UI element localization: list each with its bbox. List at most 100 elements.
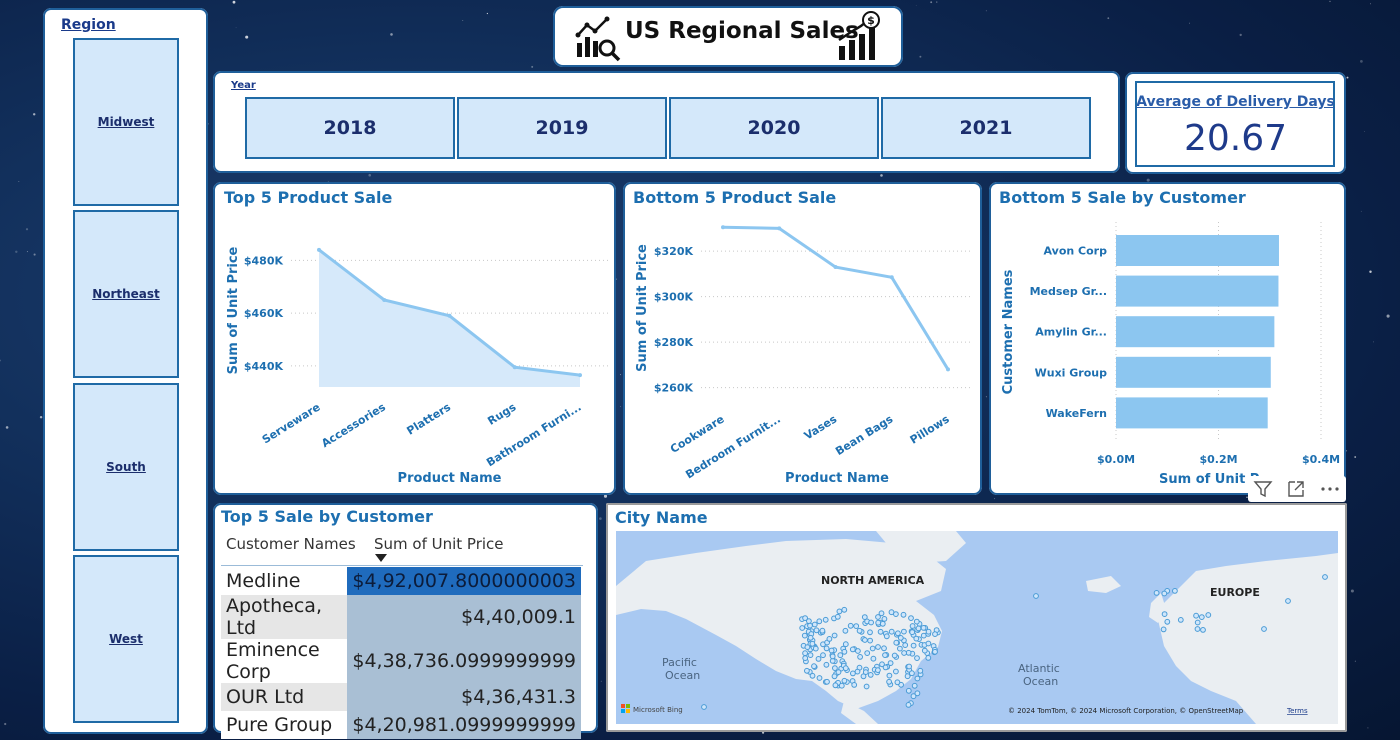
top5-customer-table[interactable]: Top 5 Sale by Customer Customer Names Su… <box>213 503 598 739</box>
city-point[interactable] <box>925 640 932 647</box>
city-point[interactable] <box>893 668 899 675</box>
year-item-2021[interactable]: 2021 <box>881 97 1091 159</box>
data-point[interactable] <box>447 313 452 318</box>
city-point[interactable] <box>834 613 841 620</box>
city-point[interactable] <box>804 667 810 674</box>
city-point[interactable] <box>849 646 856 653</box>
bar[interactable] <box>1116 356 1271 388</box>
city-point[interactable] <box>1285 598 1291 604</box>
city-point[interactable] <box>875 667 881 674</box>
city-point[interactable] <box>802 650 809 657</box>
city-point[interactable] <box>875 644 881 650</box>
city-point[interactable] <box>932 648 938 655</box>
top5-product-chart[interactable]: Top 5 Product Sale $440K $460K $480K Servew… <box>213 182 616 495</box>
column-header-customer[interactable]: Customer Names <box>226 535 356 553</box>
city-point[interactable] <box>862 637 868 643</box>
city-point[interactable] <box>1172 588 1178 594</box>
city-point[interactable] <box>914 655 920 661</box>
city-point[interactable] <box>832 682 839 689</box>
city-map-card[interactable]: City Name NORTH AMERICA EUROPE Pacific O… <box>606 503 1347 732</box>
table-row[interactable]: Apotheca, Ltd $4,40,009.1 <box>221 595 581 639</box>
city-point[interactable] <box>701 704 707 710</box>
city-point[interactable] <box>878 610 885 617</box>
city-point[interactable] <box>875 614 881 620</box>
filter-icon[interactable] <box>1253 479 1273 499</box>
city-point[interactable] <box>801 632 808 639</box>
focus-mode-icon[interactable] <box>1286 479 1306 499</box>
region-item-midwest[interactable]: Midwest <box>73 38 179 206</box>
city-point[interactable] <box>905 702 912 708</box>
city-point[interactable] <box>1198 614 1205 620</box>
year-item-2020[interactable]: 2020 <box>669 97 879 159</box>
city-point[interactable] <box>841 606 848 613</box>
city-point[interactable] <box>897 645 903 652</box>
city-point[interactable] <box>1177 617 1184 623</box>
city-point[interactable] <box>851 682 858 688</box>
city-point[interactable] <box>823 645 830 652</box>
data-point[interactable] <box>777 226 782 231</box>
city-point[interactable] <box>860 673 867 680</box>
region-item-south[interactable]: South <box>73 383 179 551</box>
city-point[interactable] <box>835 669 842 676</box>
city-point[interactable] <box>867 629 873 636</box>
city-point[interactable] <box>837 652 844 659</box>
city-point[interactable] <box>842 627 849 634</box>
city-point[interactable] <box>861 614 868 620</box>
city-point[interactable] <box>841 648 848 655</box>
city-point[interactable] <box>904 673 911 680</box>
city-point[interactable] <box>888 628 895 635</box>
city-point[interactable] <box>799 625 806 631</box>
city-point[interactable] <box>842 665 849 672</box>
city-point[interactable] <box>829 653 836 660</box>
city-point[interactable] <box>850 670 856 677</box>
city-point[interactable] <box>831 632 838 639</box>
city-point[interactable] <box>1194 619 1201 626</box>
city-point[interactable] <box>909 670 915 677</box>
city-point[interactable] <box>882 652 888 658</box>
city-point[interactable] <box>897 635 904 641</box>
city-point[interactable] <box>913 635 920 642</box>
city-point[interactable] <box>841 677 848 684</box>
city-point[interactable] <box>832 665 838 672</box>
city-point[interactable] <box>1161 590 1168 597</box>
city-point[interactable] <box>804 644 811 650</box>
data-point[interactable] <box>382 297 387 302</box>
city-point[interactable] <box>920 625 927 631</box>
region-item-northeast[interactable]: Northeast <box>73 210 179 378</box>
city-point[interactable] <box>811 621 818 628</box>
city-point[interactable] <box>901 628 907 635</box>
city-point[interactable] <box>881 616 888 622</box>
city-point[interactable] <box>877 628 884 635</box>
city-point[interactable] <box>1193 612 1199 619</box>
city-point[interactable] <box>1205 612 1212 618</box>
bottom5-customer-chart[interactable]: Bottom 5 Sale by Customer $0.0M $0.2M $0.4… <box>989 182 1346 495</box>
city-point[interactable] <box>1194 626 1201 632</box>
table-row[interactable]: Pure Group $4,20,981.0999999999 <box>221 711 581 739</box>
year-item-2019[interactable]: 2019 <box>457 97 667 159</box>
city-point[interactable] <box>913 618 920 625</box>
city-point[interactable] <box>894 679 901 686</box>
city-point[interactable] <box>932 631 938 637</box>
city-point[interactable] <box>893 611 899 617</box>
city-point[interactable] <box>879 620 886 627</box>
city-point[interactable] <box>870 655 877 662</box>
table-row[interactable]: OUR Ltd $4,36,431.3 <box>221 683 581 711</box>
city-point[interactable] <box>867 672 874 678</box>
data-point[interactable] <box>889 275 894 280</box>
bottom5-product-chart[interactable]: Bottom 5 Product Sale $260K $280K $300K $32… <box>623 182 982 495</box>
table-row[interactable]: Eminence Corp $4,38,736.0999999999 <box>221 639 581 683</box>
city-point[interactable] <box>1033 593 1039 599</box>
city-point[interactable] <box>909 629 916 636</box>
data-point[interactable] <box>833 265 838 270</box>
city-point[interactable] <box>823 661 830 668</box>
city-point[interactable] <box>902 642 909 648</box>
city-point[interactable] <box>893 639 900 646</box>
city-point[interactable] <box>1200 627 1206 633</box>
city-point[interactable] <box>891 652 898 659</box>
city-point[interactable] <box>887 660 894 667</box>
city-point[interactable] <box>807 634 814 641</box>
series-line[interactable] <box>722 225 950 371</box>
city-point[interactable] <box>925 655 932 661</box>
city-point[interactable] <box>883 633 890 640</box>
data-point[interactable] <box>946 367 950 372</box>
